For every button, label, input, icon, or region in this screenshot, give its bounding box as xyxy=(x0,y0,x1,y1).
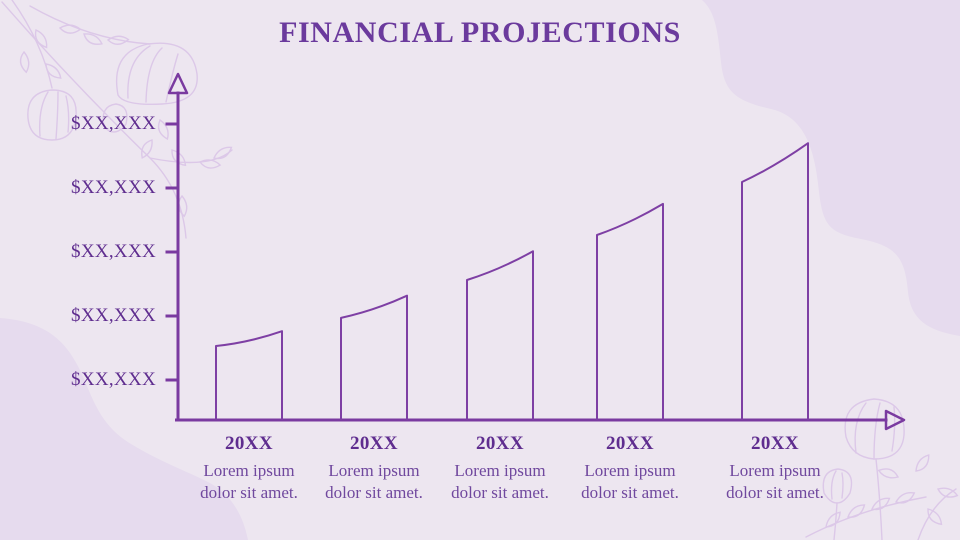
x-category: 20XX Lorem ipsum dolor sit amet. xyxy=(174,433,324,504)
y-tick-label: $XX,XXX xyxy=(71,113,156,134)
x-category-year: 20XX xyxy=(605,433,655,454)
x-category-caption: Lorem ipsum dolor sit amet. xyxy=(451,461,549,502)
x-category: 20XX Lorem ipsum dolor sit amet. xyxy=(299,433,449,504)
slide-title: FINANCIAL PROJECTIONS xyxy=(279,16,681,49)
x-category-caption: Lorem ipsum dolor sit amet. xyxy=(581,461,679,502)
x-category-year: 20XX xyxy=(750,433,800,454)
x-category: 20XX Lorem ipsum dolor sit amet. xyxy=(425,433,575,504)
y-tick-label: $XX,XXX xyxy=(71,177,156,198)
x-category: 20XX Lorem ipsum dolor sit amet. xyxy=(555,433,705,504)
x-category-year: 20XX xyxy=(475,433,525,454)
x-category-year: 20XX xyxy=(349,433,399,454)
y-tick-label: $XX,XXX xyxy=(71,369,156,390)
x-category-year: 20XX xyxy=(224,433,274,454)
x-category-caption: Lorem ipsum dolor sit amet. xyxy=(726,461,824,502)
y-tick-label: $XX,XXX xyxy=(71,241,156,262)
x-category-caption: Lorem ipsum dolor sit amet. xyxy=(200,461,298,502)
x-category-caption: Lorem ipsum dolor sit amet. xyxy=(325,461,423,502)
y-tick-label: $XX,XXX xyxy=(71,305,156,326)
x-category: 20XX Lorem ipsum dolor sit amet. xyxy=(700,433,850,504)
